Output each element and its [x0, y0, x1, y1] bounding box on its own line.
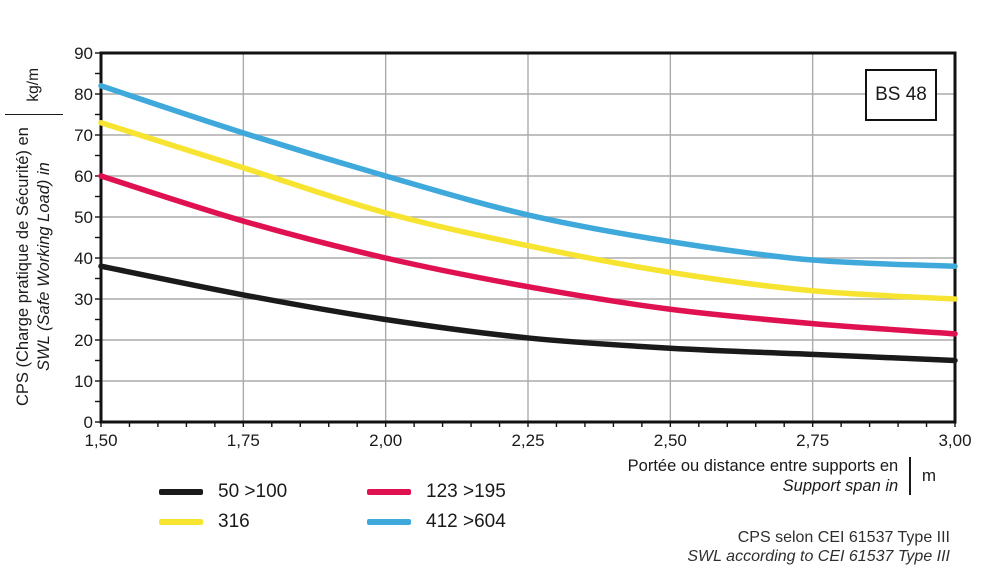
legend-label: 412 >604: [426, 511, 506, 532]
compliance-note-fr: CPS selon CEI 61537 Type III: [737, 529, 950, 546]
legend-label: 50 >100: [218, 481, 288, 502]
x-tick-label: 2,00: [369, 431, 403, 450]
legend-label: 316: [218, 511, 250, 532]
standard-badge: BS 48: [865, 69, 937, 121]
y-axis-unit-divider: [5, 113, 63, 116]
y-tick-label: 60: [74, 166, 93, 186]
x-tick-label: 2,50: [653, 431, 687, 450]
legend-item: 316: [159, 507, 367, 537]
chart-legend: 50 >100 123 >195 316 412 >604: [159, 477, 506, 537]
compliance-note-en: SWL according to CEI 61537 Type III: [687, 547, 950, 565]
compliance-note: CPS selon CEI 61537 Type III SWL accordi…: [687, 529, 950, 567]
x-tick-label: 2,25: [511, 431, 545, 450]
x-axis-title-en: Support span in: [782, 477, 899, 495]
y-tick-label: 20: [74, 330, 93, 350]
x-axis-unit: m: [921, 466, 936, 485]
y-tick-label: 70: [74, 125, 93, 145]
y-tick-label: 30: [74, 289, 93, 309]
legend-swatch: [159, 489, 203, 495]
x-tick-label: 2,75: [796, 431, 830, 450]
y-tick-label: 80: [74, 84, 93, 104]
series-curve-316: [98, 119, 958, 302]
series-curve-50100: [98, 263, 958, 364]
legend-label: 123 >195: [426, 481, 506, 502]
legend-item: 50 >100: [159, 477, 367, 507]
x-axis-unit-divider: [909, 457, 911, 495]
x-tick-label: 3,00: [938, 431, 972, 450]
series-curve-123195: [98, 173, 958, 337]
plot-border: [99, 51, 957, 424]
y-tick-label: 0: [83, 412, 93, 432]
legend-item: 123 >195: [367, 477, 506, 507]
y-axis-title: CPS (Charge pratique de Sécurité) en SWL…: [3, 57, 65, 417]
y-tick-label: 50: [74, 207, 93, 227]
y-axis-unit: kg/m: [25, 68, 42, 102]
x-tick-label: 1,75: [226, 431, 260, 450]
legend-swatch: [367, 489, 411, 495]
series-curve-412604: [98, 83, 958, 269]
x-axis-title: Portée ou distance entre supports en Sup…: [628, 455, 936, 497]
legend-swatch: [159, 519, 203, 525]
x-axis-title-fr: Portée ou distance entre supports en: [627, 456, 899, 475]
y-tick-label: 10: [74, 371, 93, 391]
y-axis-title-fr: CPS (Charge pratique de Sécurité) en: [14, 127, 33, 407]
x-tick-label: 1,50: [84, 431, 118, 450]
legend-item: 412 >604: [367, 507, 506, 537]
y-tick-label: 40: [74, 248, 93, 268]
y-tick-label: 90: [74, 43, 93, 63]
legend-swatch: [367, 519, 411, 525]
y-axis-title-en: SWL (Safe Working Load) in: [35, 162, 53, 371]
